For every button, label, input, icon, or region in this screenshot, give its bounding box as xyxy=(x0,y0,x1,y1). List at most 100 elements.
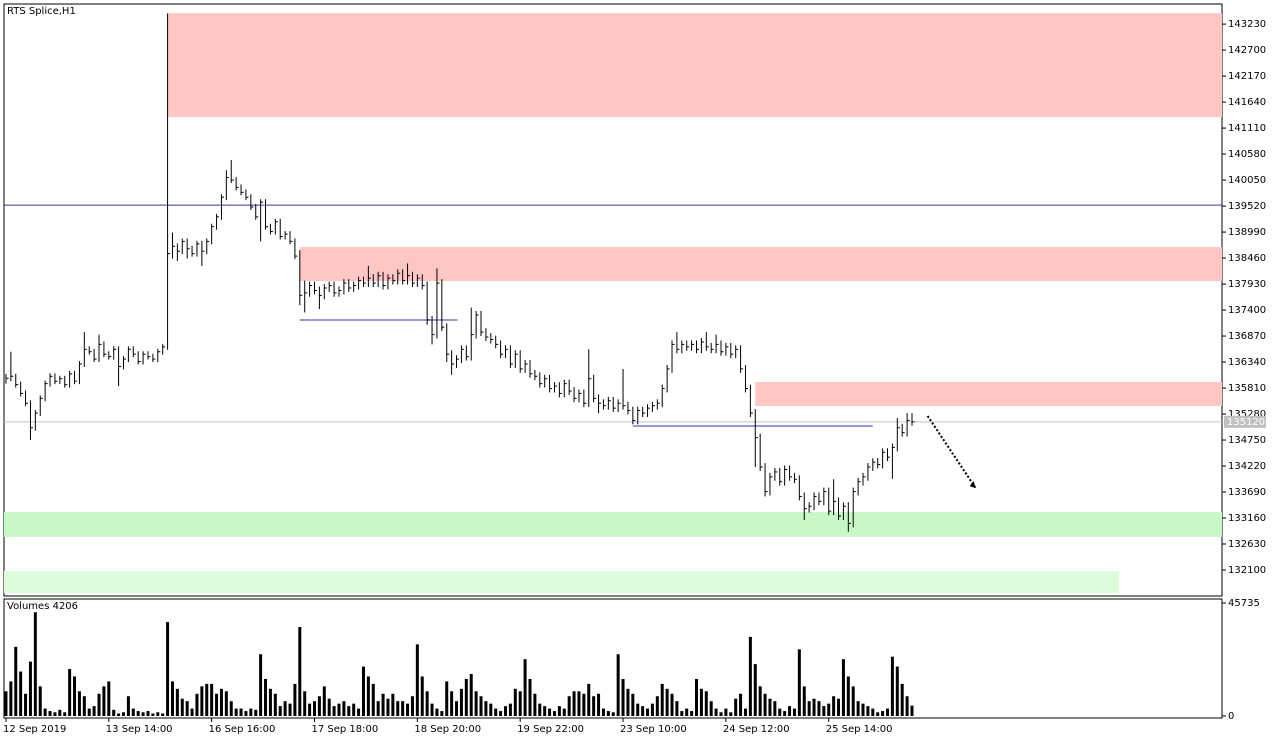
volume-bar xyxy=(268,688,272,716)
y-tick-label: 136870 xyxy=(1228,331,1266,342)
volume-bar xyxy=(337,703,341,716)
volume-bar xyxy=(224,691,228,716)
volume-bar xyxy=(812,698,816,716)
volume-bar xyxy=(734,698,738,716)
y-tick-label: 142700 xyxy=(1228,45,1266,56)
volume-bar xyxy=(690,711,694,716)
y-tick-label: 137400 xyxy=(1228,305,1266,316)
y-tick-label: 141640 xyxy=(1228,97,1266,108)
y-tick-label: 135280 xyxy=(1228,409,1266,420)
volume-bar xyxy=(332,706,336,716)
y-tick-label: 135810 xyxy=(1228,383,1266,394)
volume-bar xyxy=(587,683,591,716)
volume-bar xyxy=(455,701,459,716)
volume-bar xyxy=(322,686,326,716)
volume-bar xyxy=(631,693,635,716)
volume-bar xyxy=(107,681,111,716)
volume-bar xyxy=(886,708,890,716)
volume-bar xyxy=(366,676,370,716)
volume-bar xyxy=(474,691,478,716)
y-tick-label: 133160 xyxy=(1228,513,1266,524)
volume-bar xyxy=(572,691,576,716)
forecast-arrow xyxy=(926,415,977,489)
volume-bar xyxy=(866,706,870,716)
volume-bar xyxy=(489,703,493,716)
volume-bar xyxy=(58,709,62,716)
y-tick-label: 134220 xyxy=(1228,461,1266,472)
volume-bar xyxy=(729,712,733,716)
volume-bar xyxy=(611,712,615,716)
volume-bar xyxy=(655,696,659,716)
volume-bar xyxy=(704,691,708,716)
volume-bar xyxy=(499,711,503,716)
volume-bar xyxy=(303,691,307,716)
volume-bar xyxy=(557,706,561,716)
volume-bar xyxy=(670,693,674,716)
volume-bar xyxy=(533,693,537,716)
volume-bar xyxy=(856,701,860,716)
x-tick-label: 18 Sep 20:00 xyxy=(414,724,481,735)
volume-bar xyxy=(484,701,488,716)
volume-bar xyxy=(180,698,184,716)
volume-bar xyxy=(837,698,841,716)
y-tick-label: 137930 xyxy=(1228,279,1266,290)
volume-bar xyxy=(508,703,512,716)
volume-bar xyxy=(401,701,405,716)
volume-bar xyxy=(797,649,801,716)
volume-panel xyxy=(3,598,1223,719)
zone xyxy=(167,13,1222,118)
volume-bar xyxy=(264,678,268,716)
y-tick-label: 140050 xyxy=(1228,175,1266,186)
volume-bar xyxy=(621,678,625,716)
volume-bar xyxy=(817,701,821,716)
volume-bar xyxy=(552,711,556,716)
volume-bar xyxy=(753,664,757,716)
y-tick-label: 133690 xyxy=(1228,487,1266,498)
volume-bar xyxy=(743,708,747,716)
y-tick-label: 142170 xyxy=(1228,71,1266,82)
volume-bar xyxy=(273,693,277,716)
volume-bar xyxy=(435,708,439,716)
y-tick-label: 132630 xyxy=(1228,539,1266,550)
volume-bar xyxy=(646,708,650,716)
volume-bar xyxy=(597,693,601,716)
volume-bar xyxy=(846,676,850,716)
volume-bar xyxy=(117,713,121,716)
volume-bar xyxy=(131,708,135,716)
volume-bar xyxy=(156,712,160,716)
volume-bar xyxy=(832,696,836,716)
volume-bar xyxy=(381,693,385,716)
y-tick-label: 141110 xyxy=(1228,123,1266,134)
volume-bar xyxy=(254,709,258,716)
volume-bar xyxy=(636,703,640,716)
volume-bar xyxy=(376,701,380,716)
volume-bar xyxy=(459,688,463,716)
volume-bar xyxy=(538,703,542,716)
volume-bar xyxy=(425,691,429,716)
volume-bar xyxy=(827,703,831,716)
volume-bar xyxy=(308,703,312,716)
volume-bar xyxy=(895,666,899,716)
zone xyxy=(4,570,1120,593)
volume-bar xyxy=(234,708,238,716)
volume-bar xyxy=(788,706,792,716)
volume-bar xyxy=(200,686,204,716)
volume-bar xyxy=(386,698,390,716)
volume-bar xyxy=(161,713,165,716)
volume-bar xyxy=(185,701,189,716)
volume-bar xyxy=(420,676,424,716)
volume-bar xyxy=(141,712,145,716)
volume-bar xyxy=(357,708,361,716)
volume-bar xyxy=(675,701,679,716)
volume-bar xyxy=(82,696,86,716)
volume-bar xyxy=(190,708,194,716)
y-tick-label: 45735 xyxy=(1228,598,1260,609)
volume-bar xyxy=(347,706,351,716)
volume-bar xyxy=(38,686,42,716)
volume-bar xyxy=(562,708,566,716)
price-tag-label: 135120 xyxy=(1227,417,1265,428)
zone xyxy=(299,247,1222,282)
volume-bar xyxy=(342,701,346,716)
y-tick-label: 134750 xyxy=(1228,435,1266,446)
